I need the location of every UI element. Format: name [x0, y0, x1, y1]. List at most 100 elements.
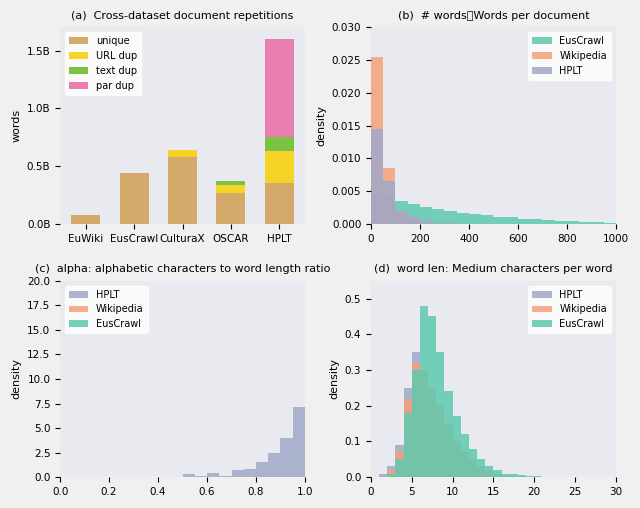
Bar: [518, 475, 526, 477]
Bar: [509, 476, 518, 477]
Bar: [444, 223, 457, 224]
Bar: [404, 413, 412, 477]
Bar: [232, 470, 244, 477]
Bar: [436, 352, 444, 477]
Bar: [396, 452, 404, 477]
Bar: [428, 388, 436, 477]
Legend: HPLT, Wikipedia, EusCrawl: HPLT, Wikipedia, EusCrawl: [65, 285, 148, 333]
Bar: [420, 220, 432, 224]
Bar: [432, 223, 444, 224]
Bar: [396, 211, 408, 224]
Bar: [371, 57, 383, 224]
Title: (a)  Cross-dataset document repetitions: (a) Cross-dataset document repetitions: [72, 11, 294, 21]
Legend: EusCrawl, Wikipedia, HPLT: EusCrawl, Wikipedia, HPLT: [529, 33, 611, 80]
Bar: [481, 215, 493, 224]
Bar: [379, 473, 387, 477]
Bar: [436, 406, 444, 477]
Y-axis label: words: words: [11, 109, 21, 142]
Bar: [420, 306, 428, 477]
Bar: [452, 445, 461, 477]
Bar: [71, 214, 100, 224]
Bar: [420, 392, 428, 477]
Bar: [216, 181, 246, 184]
Bar: [420, 207, 432, 224]
Bar: [436, 417, 444, 477]
Bar: [432, 223, 444, 224]
Legend: unique, URL dup, text dup, par dup: unique, URL dup, text dup, par dup: [65, 33, 141, 94]
Bar: [444, 392, 452, 477]
Bar: [168, 150, 197, 157]
Bar: [195, 476, 207, 477]
Bar: [542, 220, 555, 224]
Bar: [457, 213, 469, 224]
Bar: [461, 452, 469, 477]
Bar: [408, 204, 420, 224]
Y-axis label: density: density: [12, 359, 22, 399]
Bar: [518, 218, 530, 224]
Bar: [383, 181, 396, 224]
Bar: [404, 399, 412, 477]
Bar: [432, 209, 444, 224]
Bar: [216, 193, 246, 224]
Bar: [383, 168, 396, 224]
Bar: [444, 211, 457, 224]
Bar: [220, 476, 232, 477]
Bar: [396, 459, 404, 477]
Bar: [120, 173, 148, 224]
Bar: [502, 475, 509, 477]
Bar: [265, 151, 294, 183]
Bar: [530, 219, 542, 224]
Bar: [444, 431, 452, 477]
Bar: [591, 222, 604, 224]
Bar: [383, 197, 396, 224]
Bar: [268, 453, 280, 477]
Bar: [469, 463, 477, 477]
Bar: [428, 316, 436, 477]
Bar: [485, 470, 493, 477]
Bar: [412, 363, 420, 477]
Legend: HPLT, Wikipedia, EusCrawl: HPLT, Wikipedia, EusCrawl: [529, 285, 611, 333]
Bar: [493, 473, 502, 477]
Bar: [396, 211, 408, 224]
Bar: [444, 223, 457, 224]
Bar: [469, 459, 477, 477]
Bar: [526, 476, 534, 477]
Bar: [305, 451, 317, 477]
Bar: [604, 223, 616, 224]
Bar: [216, 184, 246, 193]
Bar: [256, 462, 268, 477]
Bar: [182, 474, 195, 477]
Bar: [396, 201, 408, 224]
Y-axis label: density: density: [329, 359, 339, 399]
Bar: [305, 397, 317, 477]
Bar: [555, 220, 567, 224]
Bar: [396, 445, 404, 477]
Bar: [452, 417, 461, 477]
Bar: [506, 217, 518, 224]
Bar: [412, 352, 420, 477]
Bar: [567, 221, 579, 224]
Bar: [509, 475, 518, 477]
Bar: [371, 129, 383, 224]
Bar: [292, 407, 305, 477]
Bar: [502, 473, 509, 477]
Bar: [493, 470, 502, 477]
Title: (d)  word len: Medium characters per word: (d) word len: Medium characters per word: [374, 265, 612, 274]
Bar: [502, 475, 509, 477]
Bar: [371, 195, 383, 224]
Bar: [265, 137, 294, 151]
Bar: [265, 39, 294, 137]
Bar: [207, 473, 220, 477]
Bar: [461, 452, 469, 477]
Bar: [509, 473, 518, 477]
Bar: [452, 441, 461, 477]
Title: (c)  alpha: alphabetic characters to word length ratio: (c) alpha: alphabetic characters to word…: [35, 265, 330, 274]
Bar: [387, 470, 396, 477]
Bar: [477, 459, 485, 477]
Bar: [485, 472, 493, 477]
Bar: [477, 466, 485, 477]
Title: (b)  # words：Words per document: (b) # words：Words per document: [397, 11, 589, 21]
Y-axis label: density: density: [316, 105, 326, 146]
Bar: [280, 438, 292, 477]
Bar: [420, 370, 428, 477]
